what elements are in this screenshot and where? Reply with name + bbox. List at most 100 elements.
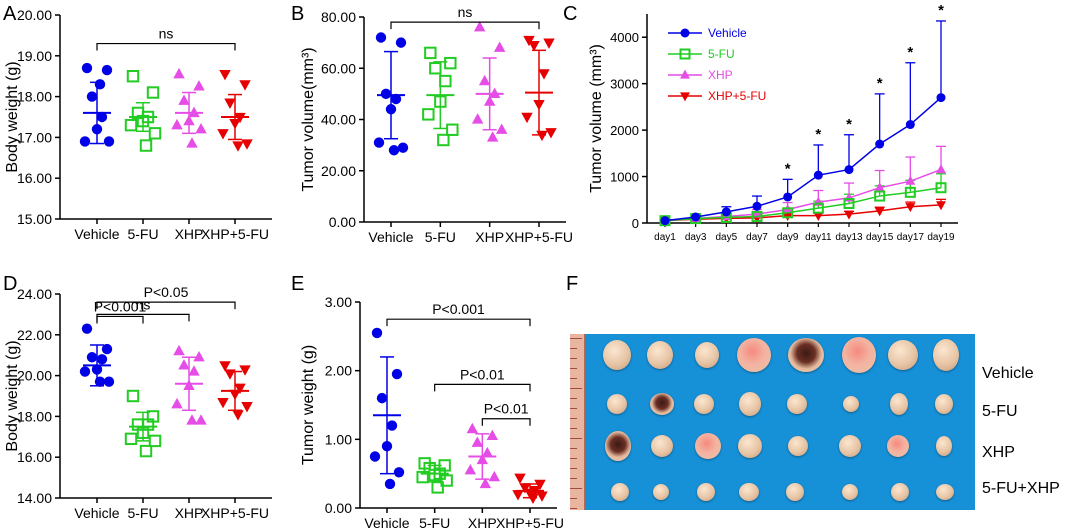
data-point: [148, 434, 162, 448]
y-tick-label: 24.00: [17, 286, 52, 302]
y-tick-label: 3.00: [325, 294, 352, 310]
data-point: [936, 93, 946, 103]
data-point: [188, 365, 200, 376]
ruler-tick: [570, 348, 577, 349]
y-tick-label: 0.00: [329, 214, 356, 230]
ruler-tick: [570, 438, 582, 439]
panel-d-body-weight-chart: 14.00 16.00 18.00 20.00 22.00 24.00 Body weigh…: [4, 284, 272, 521]
legend-label: 5-FU: [708, 47, 735, 61]
significance-star: *: [846, 116, 852, 133]
data-point: [813, 211, 824, 221]
ruler-tick: [570, 488, 582, 489]
y-axis-title: Tumor volume(mm³): [300, 47, 317, 191]
tumor-specimen: [839, 435, 861, 457]
legend-marker: [680, 28, 690, 38]
data-point: [512, 490, 524, 501]
tumor-specimen: [936, 436, 952, 456]
significance-bracket: [386, 318, 531, 327]
data-point: [464, 463, 477, 475]
tumor-specimen: [842, 337, 876, 373]
y-tick-label: 22.00: [17, 327, 52, 343]
data-point: [171, 397, 183, 409]
data-point: [124, 118, 138, 132]
ruler-tick: [570, 358, 577, 359]
data-point: [81, 62, 93, 74]
data-point: [126, 389, 140, 403]
significance-bracket: [96, 313, 190, 322]
x-tick-label: day19: [927, 232, 955, 243]
x-tick-label: day11: [805, 232, 832, 243]
y-tick-label: 16.00: [17, 170, 52, 186]
data-point: [691, 212, 701, 222]
panel-b-tumor-volume-chart: 0.00 20.00 40.00 60.00 80.00 Tumor volume(mm³…: [300, 4, 573, 245]
data-point: [528, 41, 540, 52]
data-point: [126, 70, 140, 83]
ruler-tick: [570, 448, 577, 449]
significance-star: *: [877, 75, 883, 92]
tumor-specimen: [695, 433, 721, 459]
data-point: [239, 80, 251, 91]
data-point: [369, 451, 381, 462]
series-line: [664, 186, 942, 222]
data-point: [393, 467, 405, 478]
y-tick-label: 0: [632, 216, 639, 231]
panel-c-tumor-growth-chart: 0 1000 2000 3000 4000 Tumor volume (mm³) day1 d…: [588, 2, 958, 243]
data-point: [373, 137, 385, 148]
data-point: [495, 123, 508, 134]
y-tick-label: 18.00: [17, 408, 52, 424]
ruler-tick: [570, 458, 577, 459]
tumor-specimen: [647, 341, 673, 369]
significance-star: *: [938, 2, 944, 19]
x-tick-label: Vehicle: [74, 226, 119, 242]
tumor-specimen: [788, 338, 824, 372]
data-point: [193, 351, 205, 362]
x-tick-label: day1: [654, 232, 676, 243]
y-tick-label: 2000: [610, 123, 639, 138]
significance-label: P<0.01: [484, 401, 529, 417]
significance-star: *: [815, 126, 821, 143]
x-tick-label: day5: [715, 232, 737, 243]
data-point: [171, 118, 183, 130]
x-tick-label: 5-FU: [419, 515, 450, 531]
y-tick-label: 20.00: [321, 163, 356, 179]
data-point: [232, 141, 244, 152]
y-tick-label: 60.00: [321, 60, 356, 76]
photo-row-label-5fu: 5-FU: [982, 403, 1018, 420]
data-point: [486, 131, 499, 142]
legend-marker: [679, 48, 691, 60]
photo-ruler: [570, 334, 585, 510]
data-point: [371, 327, 383, 339]
x-tick-label: day17: [897, 232, 925, 243]
tumor-specimen: [611, 483, 629, 501]
data-point: [232, 410, 244, 421]
tumor-specimen: [936, 484, 954, 500]
data-point: [486, 429, 499, 441]
significance-bracket: [390, 21, 540, 30]
significance-bracket: [96, 315, 144, 324]
ruler-tick: [570, 468, 577, 469]
data-point: [521, 112, 533, 124]
data-point: [488, 87, 501, 99]
data-point: [395, 37, 407, 48]
tumor-specimen: [738, 434, 762, 458]
y-tick-label: 14.00: [17, 490, 52, 506]
tumor-specimen: [603, 340, 631, 370]
significance-bracket: [96, 301, 236, 310]
y-tick-label: 19.00: [17, 48, 52, 64]
data-point: [424, 46, 437, 60]
x-tick-label: day15: [866, 232, 894, 243]
data-point: [437, 133, 450, 147]
data-point: [843, 197, 855, 209]
photo-row-label-xhp: XHP: [982, 444, 1015, 461]
significance-label: P<0.001: [432, 301, 485, 317]
data-point: [874, 207, 885, 217]
y-tick-label: 17.00: [17, 129, 52, 145]
significance-star: *: [907, 44, 913, 61]
tumor-specimen: [650, 393, 674, 415]
data-point: [471, 436, 484, 447]
panel-e-tumor-weight-chart: 0.00 1.00 2.00 3.00 Tumor weight (g) Vehicle 5…: [300, 294, 564, 531]
tumor-specimen: [786, 483, 804, 501]
series-line: [664, 97, 942, 222]
data-point: [241, 139, 253, 150]
data-point: [488, 470, 501, 482]
